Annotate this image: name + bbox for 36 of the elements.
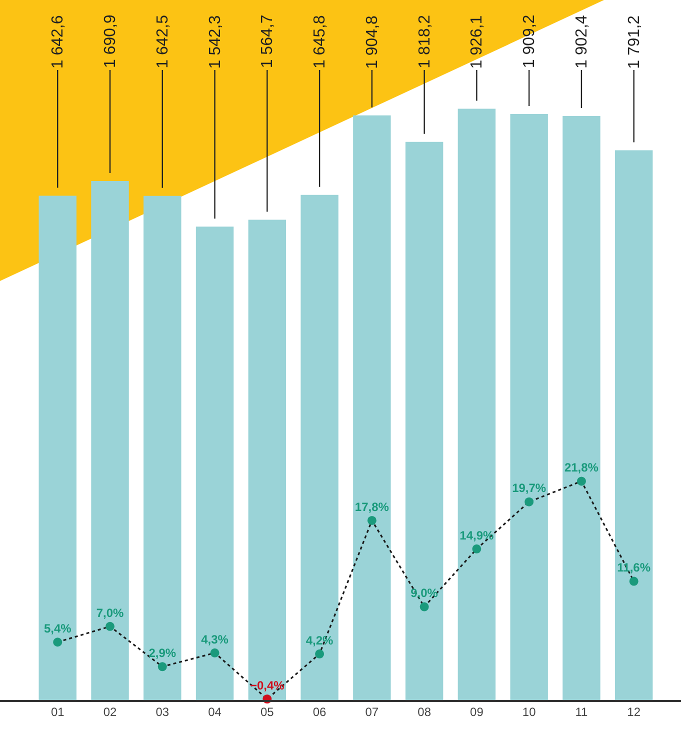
- x-tick-label: 02: [103, 705, 118, 720]
- data-label: 7,0%: [96, 606, 124, 620]
- data-label: 1 642,6: [50, 15, 67, 69]
- data-label: 2,9%: [148, 646, 176, 660]
- x-tick-label: 09: [470, 705, 484, 720]
- data-label: 11,6%: [617, 560, 651, 575]
- data-label: 1 818,2: [416, 14, 434, 68]
- data-label: 5,4%: [44, 621, 72, 636]
- data-label: 1 542,3: [206, 15, 224, 69]
- x-tick-label: 04: [208, 705, 222, 720]
- data-label: 1 926,1: [468, 15, 486, 69]
- x-tick-label: 12: [627, 705, 641, 720]
- x-tick-label: 11: [575, 705, 588, 720]
- x-tick-label: 08: [418, 705, 432, 720]
- data-label: 21,8%: [564, 460, 599, 475]
- data-label: 19,7%: [512, 481, 546, 496]
- data-label: −0,4%: [250, 678, 285, 692]
- data-label: 4,2%: [306, 633, 334, 648]
- data-label: 1 902,4: [573, 14, 590, 68]
- data-label: 1 642,5: [154, 14, 172, 68]
- x-tick-label: 05: [260, 705, 274, 720]
- data-label: 1 909,2: [521, 14, 538, 68]
- x-tick-label: 01: [50, 705, 65, 720]
- data-label: 17,8%: [354, 500, 390, 514]
- x-tick-label: 07: [365, 705, 379, 720]
- data-label: 1 645,8: [312, 15, 329, 69]
- data-label: 1 564,7: [259, 14, 276, 68]
- x-tick-label: 10: [522, 705, 536, 720]
- x-tick-label: 06: [312, 705, 327, 720]
- data-label: 1 690,9: [102, 14, 120, 68]
- data-label: 14,9%: [460, 528, 494, 542]
- data-label: 1 904,8: [364, 15, 381, 69]
- data-label: 4,3%: [201, 632, 229, 646]
- data-label: 9,0%: [410, 586, 438, 600]
- x-tick-label: 03: [156, 705, 170, 720]
- data-label: 1 791,2: [626, 15, 643, 69]
